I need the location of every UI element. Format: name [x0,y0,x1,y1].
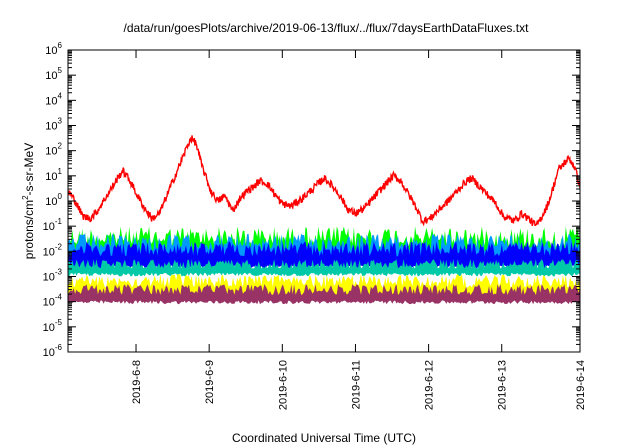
x-tick-label: 2019-6-11 [350,360,362,409]
y-tick-label: 106 [45,41,62,57]
y-tick-label: 10-2 [43,242,63,258]
y-tick-label: 10-1 [43,217,63,233]
proton-flux-line [68,135,580,227]
x-tick-label: 2019-6-12 [424,360,436,410]
flux-band-6 [68,284,580,305]
plot-frame [67,49,581,353]
x-axis-label: Coordinated Universal Time (UTC) [232,431,416,445]
y-tick-label: 102 [45,142,62,158]
y-tick-label: 103 [45,117,62,133]
y-tick-label: 10-5 [43,318,63,334]
y-axis-label: protons/cm2-s-sr-MeV [21,143,36,259]
tick-layer: 10-6 10-5 10-4 10-3 10-2 10-1 100 101 102 103 104 1… [43,41,587,410]
x-tick-label: 2019-6-8 [131,360,143,404]
x-tick-label: 2019-6-10 [277,360,289,410]
chart-title: /data/run/goesPlots/archive/2019-06-13/f… [124,21,530,35]
y-axis-label-base: protons/cm [22,200,36,259]
y-tick-label: 101 [45,167,62,183]
y-tick-label: 100 [45,192,62,208]
x-tick-label: 2019-6-13 [497,360,509,410]
flux-band-4 [68,259,580,277]
y-axis-label-sup: 2 [21,195,30,200]
y-tick-label: 10-6 [43,343,63,359]
series-layer [68,135,580,305]
x-tick-label: 2019-6-14 [575,360,587,410]
y-tick-label: 104 [45,91,62,107]
x-tick-label: 2019-6-9 [204,360,216,404]
y-tick-label: 10-4 [43,293,63,309]
y-tick-label: 10-3 [43,268,63,284]
y-axis-label-rest: -s-sr-MeV [22,143,36,196]
y-tick-label: 105 [45,66,62,82]
